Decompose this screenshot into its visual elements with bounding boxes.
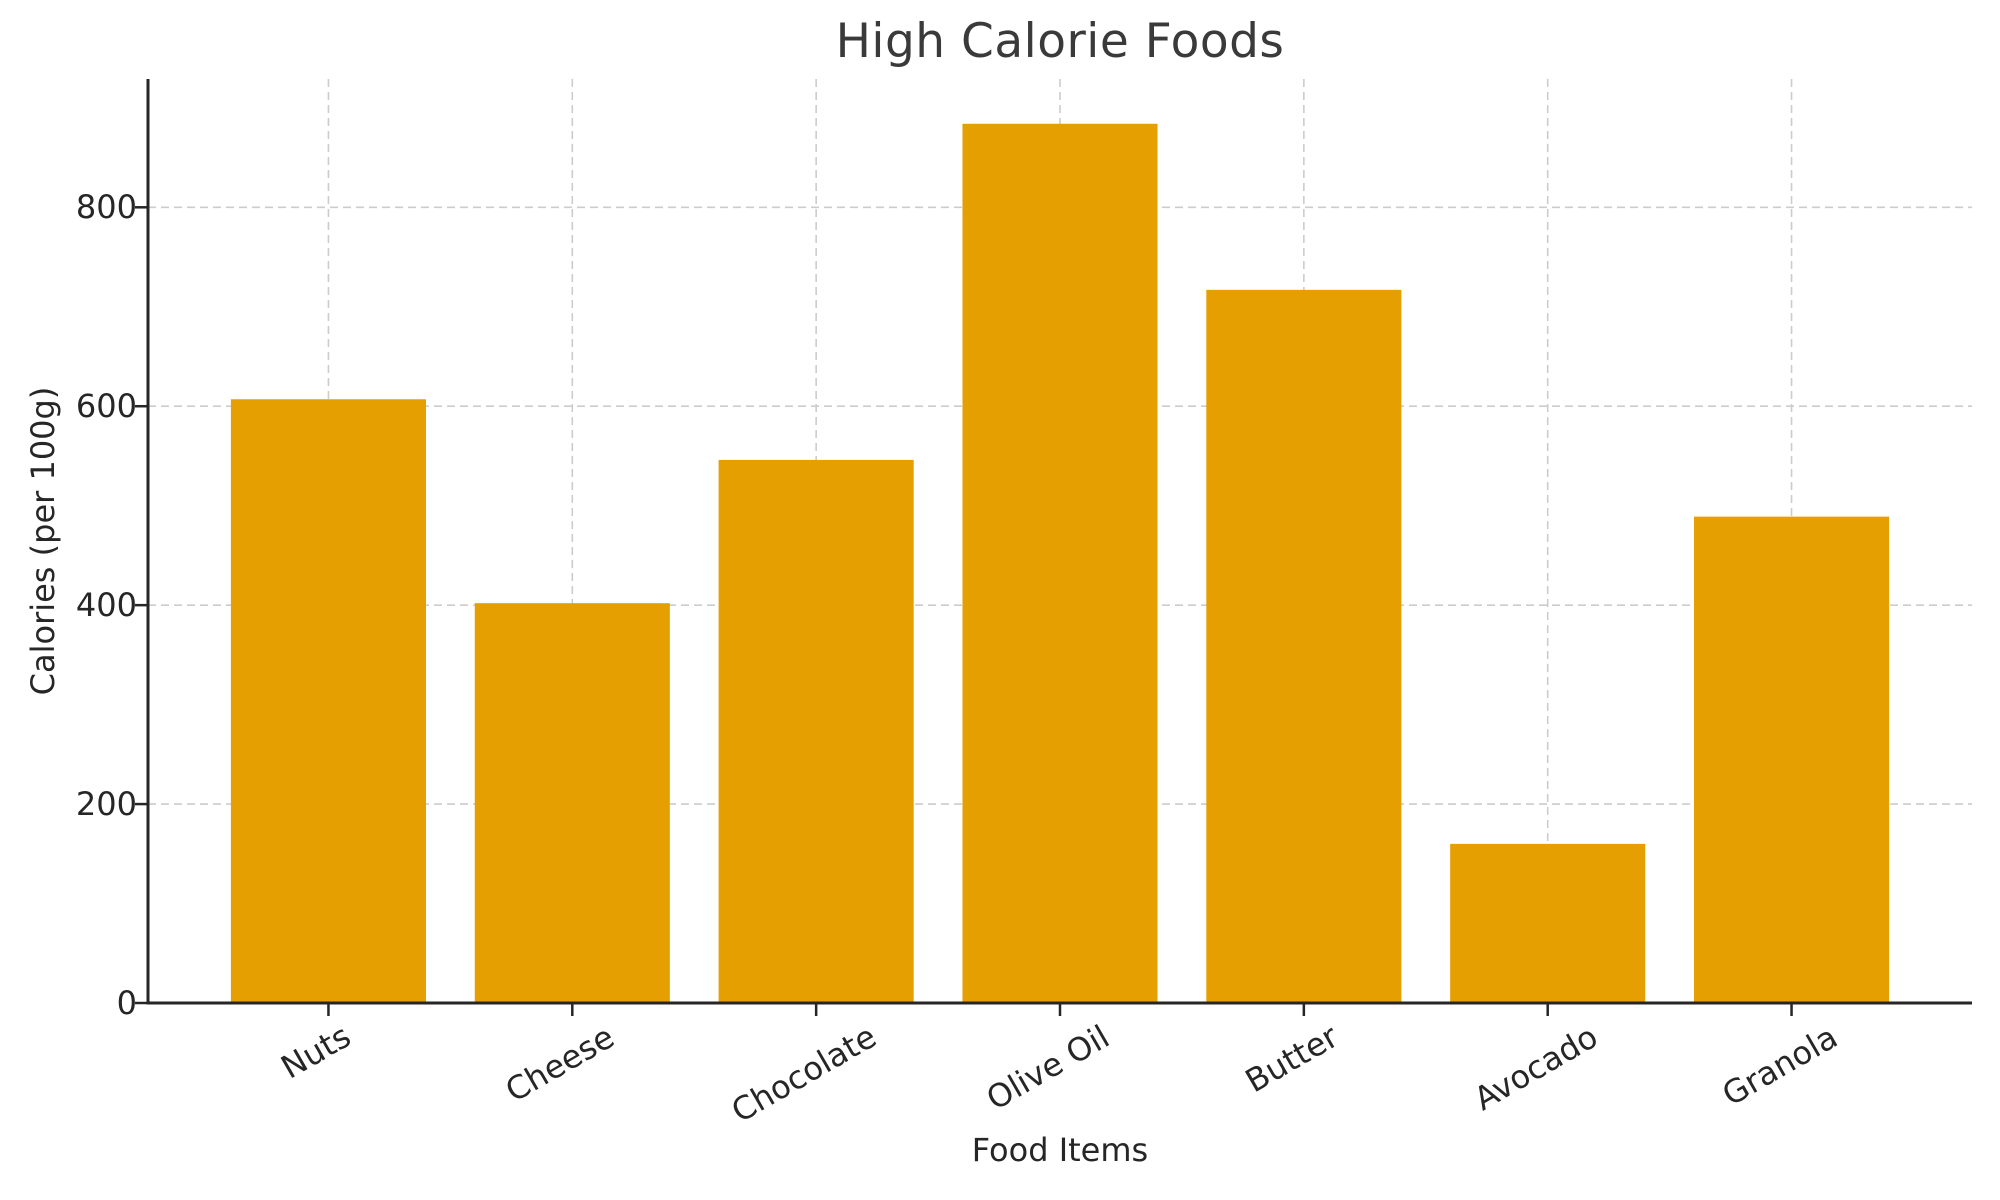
y-tick-label-200: 200: [75, 785, 137, 824]
y-tick-label-400: 400: [75, 586, 137, 625]
bar-nuts: [230, 399, 426, 1003]
bar-cheese: [474, 603, 670, 1003]
bar-butter: [1206, 289, 1402, 1003]
y-tick-label-800: 800: [75, 188, 137, 227]
y-axis-label: Calories (per 100g): [24, 386, 62, 696]
chart-title: High Calorie Foods: [835, 14, 1285, 69]
x-axis-label: Food Items: [971, 1131, 1149, 1169]
y-tick-label-600: 600: [75, 387, 137, 426]
y-tick-label-0: 0: [116, 984, 137, 1022]
bar-olive-oil: [962, 123, 1158, 1003]
bar-chocolate: [718, 459, 914, 1004]
bar-avocado: [1450, 843, 1646, 1003]
bar-granola: [1694, 516, 1890, 1003]
